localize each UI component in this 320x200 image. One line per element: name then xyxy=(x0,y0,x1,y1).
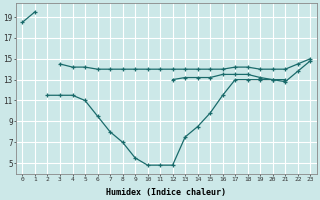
X-axis label: Humidex (Indice chaleur): Humidex (Indice chaleur) xyxy=(106,188,226,197)
